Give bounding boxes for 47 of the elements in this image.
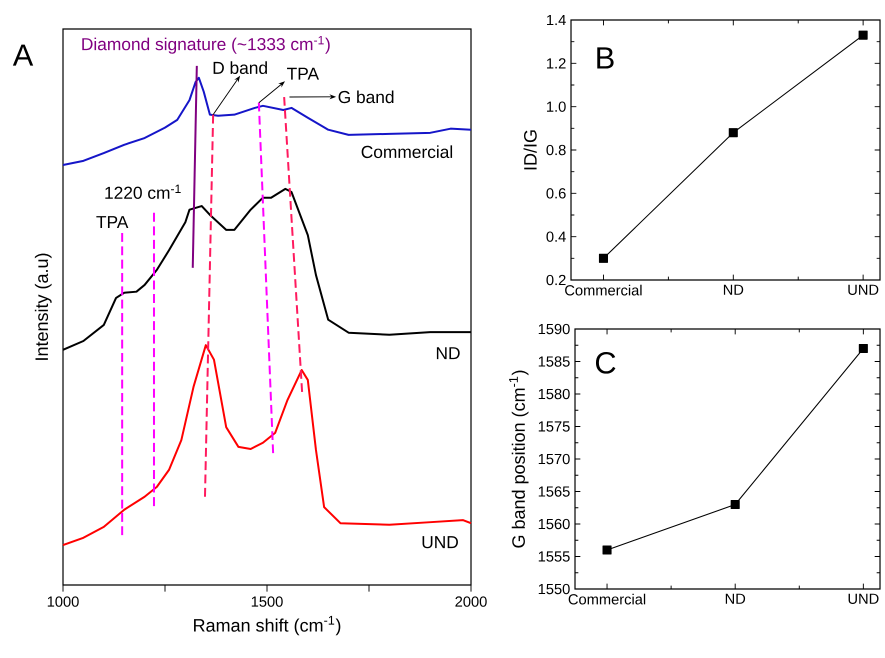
x-tick-label: ND bbox=[724, 284, 744, 295]
y-tick-label: 1.2 bbox=[547, 58, 566, 68]
x-tick-label: UND bbox=[848, 594, 879, 604]
y-tick-label: 0.2 bbox=[546, 274, 566, 286]
annotation: Commercial bbox=[362, 145, 452, 158]
x-tick-label: 2000 bbox=[455, 596, 487, 607]
y-axis-title: ID/IG bbox=[524, 130, 537, 170]
annotation: TPA bbox=[287, 68, 320, 80]
point bbox=[602, 545, 612, 555]
x-tick-label: ND bbox=[726, 594, 746, 604]
x-tick-label: UND bbox=[848, 284, 878, 295]
annotation: G band bbox=[338, 90, 394, 104]
series-label: Diamond signature (~1333 cm$^{-1}$) bbox=[82, 36, 330, 54]
y-tick-label: 1560 bbox=[538, 518, 570, 530]
text: C bbox=[596, 352, 616, 374]
chart-title: A bbox=[12, 44, 34, 66]
annotation: ND bbox=[436, 347, 460, 360]
y-tick-label: 1555 bbox=[538, 551, 570, 562]
annotation: 1220 cm$^{-1}$ bbox=[105, 184, 181, 199]
y-tick-label: 0.8 bbox=[546, 144, 566, 156]
x-tick-label: 1000 bbox=[48, 596, 79, 607]
y-tick-label: 1580 bbox=[538, 388, 570, 400]
y-tick-label: 1570 bbox=[538, 454, 570, 464]
point bbox=[728, 128, 738, 138]
y-axis-title: Intensity (a.u) bbox=[34, 254, 52, 360]
point bbox=[858, 30, 868, 40]
x-tick-label: 1500 bbox=[252, 596, 283, 607]
annotation: D band bbox=[214, 61, 267, 74]
x-tick-label: Commercial bbox=[565, 284, 642, 296]
y-axis-title: G band position (cm$^{-1}$) bbox=[509, 370, 529, 548]
text: B bbox=[597, 47, 614, 69]
y-tick-label: 1.0 bbox=[547, 101, 566, 112]
x-tick-label: Commercial bbox=[568, 594, 646, 604]
annotation: UND bbox=[422, 536, 458, 548]
point bbox=[598, 254, 608, 263]
point bbox=[730, 500, 740, 510]
y-tick-label: 0.6 bbox=[546, 188, 566, 199]
y-tick-label: 1.4 bbox=[547, 14, 566, 26]
y-tick-label: 1550 bbox=[538, 584, 570, 594]
x-axis-title: Raman shift (cm$^{-1}$) bbox=[194, 616, 340, 636]
y-tick-label: 1590 bbox=[538, 324, 570, 334]
annotation: TPA bbox=[96, 216, 128, 228]
y-tick-label: 1585 bbox=[538, 356, 570, 367]
y-tick-label: 1565 bbox=[538, 486, 570, 497]
y-tick-label: 0.4 bbox=[546, 231, 566, 242]
y-tick-label: 1575 bbox=[538, 421, 570, 432]
point bbox=[858, 344, 868, 354]
